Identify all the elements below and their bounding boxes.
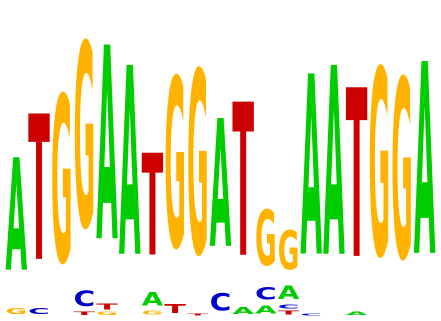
letter-t-pos-7: T (142, 125, 164, 288)
logo-position-10: CA (210, 83, 232, 317)
logo-position-18: G (391, 31, 413, 316)
letter-c-pos-12: C (255, 284, 277, 304)
logo-position-12: ACG (255, 196, 277, 316)
logo-position-17: G (368, 18, 390, 316)
letter-a-pos-15: A (323, 15, 345, 316)
logo-position-15: A (323, 15, 345, 316)
letter-g-pos-9: G (187, 21, 209, 314)
letter-g-pos-18: G (391, 31, 413, 316)
letter-c-pos-10: C (210, 289, 232, 317)
logo-position-5: GTA (96, 0, 118, 316)
logo-position-9: TG (187, 21, 210, 317)
letter-a-pos-13: A (278, 282, 300, 304)
letter-t-pos-4: T (74, 312, 96, 317)
letter-a-pos-6: A (119, 15, 141, 316)
letter-t-pos-16: T (346, 41, 368, 310)
letter-t-pos-8: T (164, 302, 187, 316)
logo-position-6: A (119, 15, 141, 316)
logo-position-3: G (51, 50, 73, 316)
logo-position-4: TCG (74, 0, 96, 316)
logo-position-1: GA (6, 128, 28, 316)
letter-a-pos-14: A (300, 26, 322, 313)
letter-t-pos-9: T (187, 313, 210, 316)
letter-g-pos-1: G (6, 307, 28, 316)
letter-g-pos-8: G (164, 31, 186, 302)
letter-a-pos-12: A (255, 303, 277, 316)
letter-c-pos-2: C (28, 307, 50, 316)
letter-a-pos-7: A (142, 288, 164, 310)
letter-c-pos-14: C (300, 313, 322, 316)
letter-c-pos-4: C (74, 287, 96, 312)
letter-g-pos-17: G (368, 18, 390, 316)
letter-g-pos-7: G (142, 310, 164, 316)
logo-position-11: AT (232, 62, 255, 316)
letter-a-pos-11: A (232, 305, 255, 316)
logo-position-14: CA (300, 26, 322, 316)
letter-g-pos-5: G (96, 311, 118, 316)
letter-g-pos-13: G (278, 220, 300, 282)
letter-a-pos-5: A (96, 0, 118, 301)
letter-t-pos-2: T (28, 74, 50, 306)
letter-a-pos-10: A (210, 83, 232, 288)
letter-t-pos-11: T (232, 62, 254, 305)
logo-position-16: AT (346, 41, 368, 316)
letter-t-pos-5: T (96, 302, 118, 311)
letter-g-pos-3: G (51, 50, 73, 316)
logo-position-2: CT (28, 74, 50, 316)
letter-g-pos-4: G (74, 0, 96, 286)
letter-a-pos-1: A (6, 128, 28, 307)
letter-t-pos-13: T (278, 310, 300, 316)
letter-a-pos-19: A (414, 10, 436, 317)
logo-position-8: TG (164, 31, 187, 316)
letter-g-pos-12: G (255, 196, 277, 284)
logo-position-19: A (414, 10, 436, 317)
letter-c-pos-13: C (278, 304, 300, 310)
logo-position-7: GAT (142, 125, 164, 316)
letter-a-pos-16: A (346, 311, 368, 316)
